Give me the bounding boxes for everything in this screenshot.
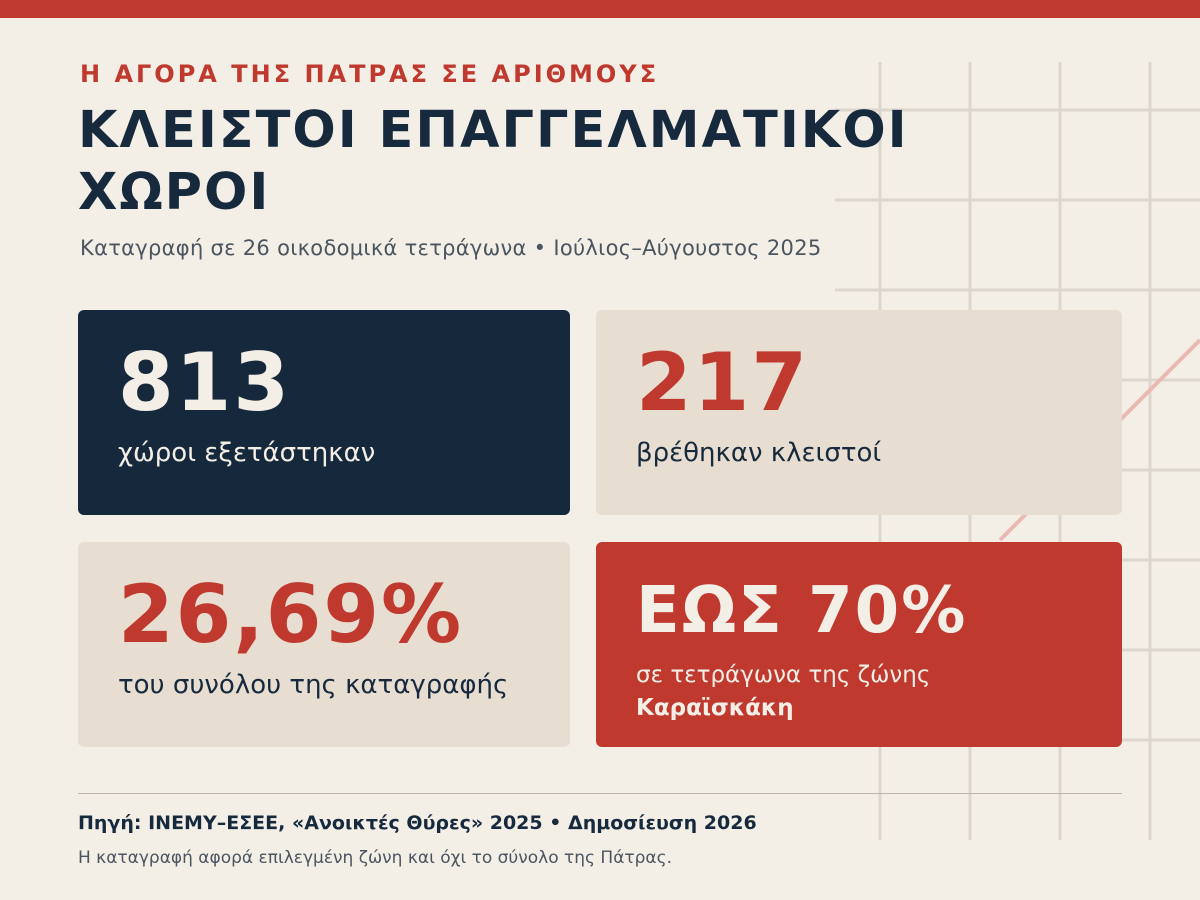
top-accent-bar [0, 0, 1200, 18]
stat-card-percent: 26,69% του συνόλου της καταγραφής [78, 542, 570, 747]
stat-label-peak: σε τετράγωνα της ζώνης [636, 662, 931, 688]
stat-label-closed: βρέθηκαν κλειστοί [636, 438, 882, 468]
stat-card-examined: 813 χώροι εξετάστηκαν [78, 310, 570, 515]
page-title: ΚΛΕΙΣΤΟΙ ΕΠΑΓΓΕΛΜΑΤΙΚΟΙ ΧΩΡΟΙ [78, 100, 978, 224]
kicker-text: Η ΑΓΟΡΑ ΤΗΣ ΠΑΤΡΑΣ ΣΕ ΑΡΙΘΜΟΥΣ [80, 60, 660, 88]
stat-zone-name: Καραϊσκάκη [636, 695, 794, 721]
page-subtitle: Καταγραφή σε 26 οικοδομικά τετράγωνα • Ι… [80, 236, 822, 260]
stat-value-peak: ΕΩΣ 70% [636, 574, 968, 648]
stat-value-percent: 26,69% [118, 568, 464, 661]
source-citation: Πηγή: ΙΝΕΜΥ–ΕΣΕΕ, «Ανοικτές Θύρες» 2025 … [78, 812, 757, 834]
stat-value-examined: 813 [118, 336, 291, 429]
stat-label-percent: του συνόλου της καταγραφής [118, 670, 509, 700]
stat-label-examined: χώροι εξετάστηκαν [118, 438, 376, 468]
title-line-2: ΧΩΡΟΙ [78, 163, 271, 222]
footnote: Η καταγραφή αφορά επιλεγμένη ζώνη και όχ… [78, 848, 673, 868]
stat-card-closed: 217 βρέθηκαν κλειστοί [596, 310, 1122, 515]
stat-value-closed: 217 [636, 336, 809, 429]
title-line-1: ΚΛΕΙΣΤΟΙ ΕΠΑΓΓΕΛΜΑΤΙΚΟΙ [78, 101, 909, 160]
stat-card-peak: ΕΩΣ 70% σε τετράγωνα της ζώνης Καραϊσκάκ… [596, 542, 1122, 747]
footer-divider [78, 793, 1122, 794]
